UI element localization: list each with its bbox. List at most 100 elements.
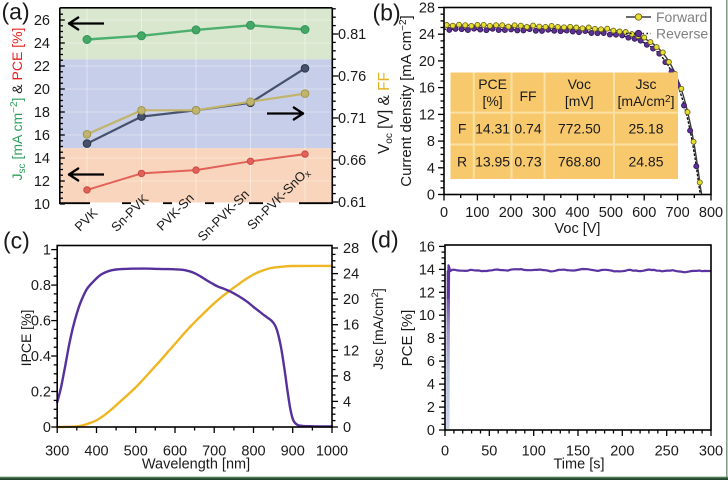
svg-text:FF: FF — [519, 88, 536, 104]
svg-text:6: 6 — [427, 354, 435, 370]
svg-text:100: 100 — [522, 444, 546, 460]
svg-text:900: 900 — [281, 444, 305, 460]
svg-text:24: 24 — [34, 36, 50, 52]
svg-text:0.2: 0.2 — [31, 385, 51, 401]
svg-text:13.95: 13.95 — [475, 154, 510, 170]
svg-text:12: 12 — [343, 343, 359, 359]
svg-text:0.73: 0.73 — [514, 154, 541, 170]
svg-text:8: 8 — [427, 331, 435, 347]
svg-text:250: 250 — [655, 444, 679, 460]
svg-text:Jsc [mA/cm2]: Jsc [mA/cm2] — [370, 288, 386, 370]
svg-text:(b): (b) — [373, 0, 401, 26]
svg-text:Voc: Voc — [568, 76, 591, 92]
svg-text:600: 600 — [163, 444, 187, 460]
svg-text:300: 300 — [699, 444, 723, 460]
svg-text:0: 0 — [427, 423, 435, 439]
svg-text:0.61: 0.61 — [338, 195, 366, 211]
svg-text:25.18: 25.18 — [628, 121, 663, 137]
svg-text:400: 400 — [565, 205, 589, 221]
svg-text:Forward: Forward — [656, 9, 707, 25]
svg-text:400: 400 — [84, 444, 108, 460]
svg-text:20: 20 — [419, 54, 435, 70]
svg-text:14.31: 14.31 — [475, 121, 510, 137]
svg-text:800: 800 — [241, 444, 265, 460]
svg-text:22: 22 — [34, 59, 50, 75]
svg-text:24: 24 — [419, 27, 435, 43]
svg-text:0.6: 0.6 — [31, 314, 51, 330]
svg-text:Current density [mA cm−2]: Current density [mA cm−2] — [398, 15, 415, 186]
svg-text:150: 150 — [566, 444, 590, 460]
svg-text:772.50: 772.50 — [558, 121, 601, 137]
svg-text:(a): (a) — [2, 0, 30, 25]
svg-text:Wavelength [nm]: Wavelength [nm] — [142, 457, 250, 473]
svg-text:10: 10 — [34, 197, 50, 213]
svg-text:14: 14 — [34, 151, 50, 167]
svg-text:Voc [V]: Voc [V] — [555, 221, 601, 237]
svg-text:1: 1 — [43, 243, 51, 259]
svg-text:28: 28 — [343, 241, 359, 257]
svg-text:24.85: 24.85 — [628, 154, 663, 170]
svg-text:4: 4 — [427, 161, 435, 177]
svg-text:200: 200 — [499, 205, 523, 221]
svg-text:0.81: 0.81 — [338, 27, 366, 43]
svg-text:0: 0 — [43, 420, 51, 436]
svg-text:200: 200 — [610, 444, 634, 460]
svg-text:1000: 1000 — [316, 444, 348, 460]
svg-text:16: 16 — [419, 81, 435, 97]
svg-text:800: 800 — [699, 205, 723, 221]
svg-text:F: F — [458, 121, 467, 137]
svg-text:[mV]: [mV] — [565, 93, 594, 109]
svg-text:(c): (c) — [3, 228, 30, 254]
svg-text:Jsc [mA cm−2] & PCE [%]: Jsc [mA cm−2] & PCE [%] — [9, 28, 28, 181]
svg-text:0.8: 0.8 — [31, 278, 51, 294]
svg-text:24: 24 — [343, 267, 359, 283]
svg-text:[mA/cm2]: [mA/cm2] — [618, 93, 675, 109]
svg-text:16: 16 — [34, 128, 50, 144]
svg-text:0.66: 0.66 — [338, 153, 366, 169]
svg-text:10: 10 — [419, 308, 435, 324]
svg-text:26: 26 — [34, 13, 50, 29]
svg-text:Time [s]: Time [s] — [553, 457, 604, 473]
svg-text:16: 16 — [419, 239, 435, 255]
svg-text:8: 8 — [427, 134, 435, 150]
svg-text:500: 500 — [124, 444, 148, 460]
svg-text:PCE: PCE — [478, 76, 507, 92]
svg-text:12: 12 — [34, 174, 50, 190]
svg-text:[%]: [%] — [482, 93, 502, 109]
svg-text:0: 0 — [441, 444, 449, 460]
svg-text:600: 600 — [632, 205, 656, 221]
svg-text:4: 4 — [343, 394, 351, 410]
svg-text:0.76: 0.76 — [338, 69, 366, 85]
svg-text:100: 100 — [465, 205, 489, 221]
svg-text:700: 700 — [665, 205, 689, 221]
svg-text:12: 12 — [419, 285, 435, 301]
svg-text:0: 0 — [427, 188, 435, 204]
svg-text:20: 20 — [343, 292, 359, 308]
svg-text:0.4: 0.4 — [31, 349, 51, 365]
svg-text:500: 500 — [599, 205, 623, 221]
svg-text:R: R — [457, 154, 467, 170]
svg-text:18: 18 — [34, 105, 50, 121]
svg-text:14: 14 — [419, 262, 435, 278]
svg-text:28: 28 — [419, 1, 435, 17]
svg-text:768.80: 768.80 — [558, 154, 601, 170]
svg-text:PCE [%]: PCE [%] — [399, 310, 416, 367]
svg-text:(d): (d) — [371, 227, 399, 253]
svg-text:300: 300 — [532, 205, 556, 221]
svg-text:300: 300 — [45, 444, 69, 460]
svg-text:12: 12 — [419, 107, 435, 123]
svg-text:20: 20 — [34, 82, 50, 98]
svg-text:700: 700 — [202, 444, 226, 460]
svg-text:4: 4 — [427, 377, 435, 393]
svg-text:0: 0 — [440, 205, 448, 221]
svg-text:16: 16 — [343, 318, 359, 334]
svg-text:0.74: 0.74 — [514, 121, 541, 137]
svg-text:Jsc: Jsc — [636, 76, 657, 92]
svg-text:0: 0 — [343, 420, 351, 436]
svg-text:50: 50 — [481, 444, 497, 460]
svg-text:8: 8 — [343, 369, 351, 385]
svg-text:Reverse: Reverse — [656, 26, 708, 42]
svg-text:Voc [V] & FF: Voc [V] & FF — [376, 72, 395, 154]
svg-text:2: 2 — [427, 400, 435, 416]
svg-text:0.71: 0.71 — [338, 111, 366, 127]
